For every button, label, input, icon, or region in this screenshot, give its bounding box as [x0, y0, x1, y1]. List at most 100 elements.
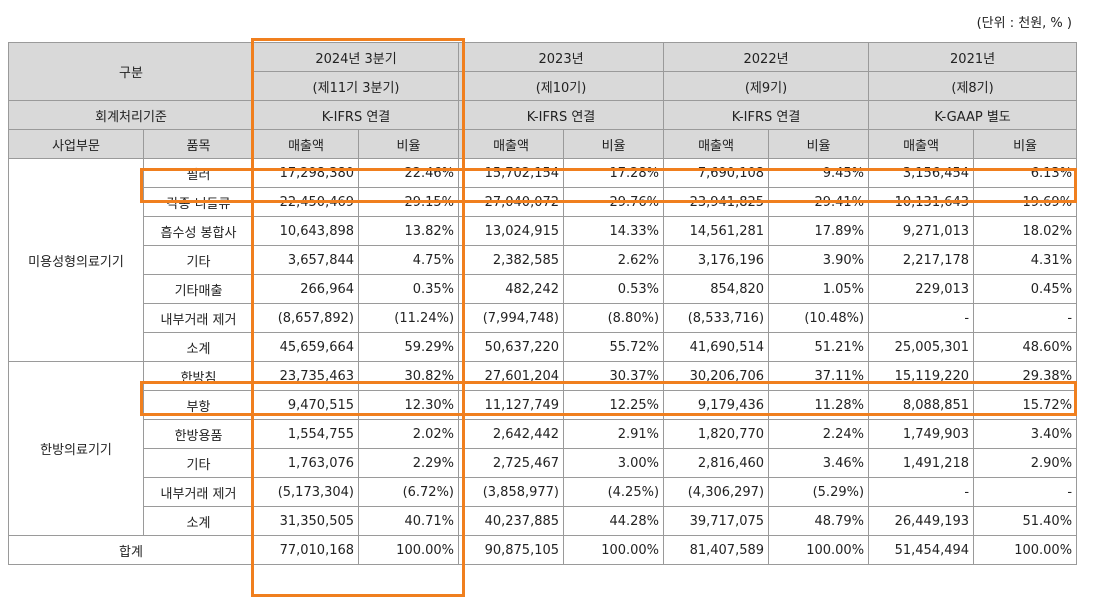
- sales-value: 50,637,220: [458, 332, 565, 362]
- ratio-header: 비율: [768, 129, 870, 159]
- sales-header: 매출액: [458, 129, 565, 159]
- sales-value: 23,941,825: [663, 187, 770, 217]
- table-row: 기타 3,657,844 4.75% 2,382,585 2.62% 3,176,196 3…: [9, 245, 1078, 275]
- sales-value: 1,749,903: [868, 419, 975, 449]
- header-row-year: 구분 2024년 3분기 2023년 2022년 2021년: [7, 42, 1078, 101]
- sales-value: 3,156,454: [868, 158, 975, 188]
- ratio-value: 6.13%: [973, 158, 1078, 188]
- ratio-value: 12.30%: [358, 390, 460, 420]
- ratio-value: 29.76%: [563, 187, 665, 217]
- sales-value: 1,820,770: [663, 419, 770, 449]
- ratio-value: -: [973, 303, 1078, 333]
- table-row: 각종 니들류 22,450,469 29.15% 27,040,072 29.76% 23…: [9, 187, 1078, 217]
- total-ratio-value: 100.00%: [973, 535, 1078, 565]
- division-header: 사업부문: [8, 129, 144, 159]
- header-row-term: (제11기 3분기) (제10기) (제9기) (제8기): [9, 71, 1078, 101]
- table-row: 내부거래 제거 (8,657,892) (11.24%) (7,994,748) (8.…: [9, 303, 1078, 333]
- sales-value: 25,005,301: [868, 332, 975, 362]
- sales-value: 15,119,220: [868, 361, 975, 391]
- table-row: 부항 9,470,515 12.30% 11,127,749 12.25% 9,179,4…: [9, 390, 1078, 420]
- ratio-value: 17.28%: [563, 158, 665, 188]
- period-year-header: 2024년 3분기: [253, 42, 460, 72]
- ratio-value: 2.24%: [768, 419, 870, 449]
- ratio-value: 4.31%: [973, 245, 1078, 275]
- ratio-value: 37.11%: [768, 361, 870, 391]
- ratio-value: (8.80%): [563, 303, 665, 333]
- period-term-header: (제10기): [458, 71, 665, 101]
- ratio-value: (6.72%): [358, 477, 460, 507]
- ratio-value: 12.25%: [563, 390, 665, 420]
- sales-value: 1,554,755: [253, 419, 360, 449]
- accounting-standard: K-IFRS 연결: [458, 100, 665, 130]
- sales-value: 1,763,076: [253, 448, 360, 478]
- sales-value: 2,725,467: [458, 448, 565, 478]
- accounting-standard: K-IFRS 연결: [663, 100, 870, 130]
- ratio-value: 11.28%: [768, 390, 870, 420]
- header-row-columns: 사업부문 품목 매출액 비율 매출액 비율 매출액 비율 매출액 비율: [8, 129, 1078, 159]
- total-ratio-value: 100.00%: [768, 535, 870, 565]
- period-term-header: (제9기): [663, 71, 870, 101]
- ratio-value: 48.79%: [768, 506, 870, 536]
- table-row: 소계 31,350,505 40.71% 40,237,885 44.28% 39,717…: [9, 506, 1078, 536]
- gubun-header: 구분: [7, 42, 255, 101]
- item-name: 기타매출: [142, 274, 255, 304]
- sales-value: 2,217,178: [868, 245, 975, 275]
- sales-value: (4,306,297): [663, 477, 770, 507]
- ratio-value: 15.72%: [973, 390, 1078, 420]
- item-name: 내부거래 제거: [142, 477, 255, 507]
- sales-header: 매출액: [663, 129, 770, 159]
- total-sales-value: 81,407,589: [663, 535, 770, 565]
- item-name: 한방침: [142, 361, 255, 391]
- ratio-value: 14.33%: [563, 216, 665, 246]
- ratio-value: (11.24%): [358, 303, 460, 333]
- ratio-value: 48.60%: [973, 332, 1078, 362]
- total-sales-value: 51,454,494: [868, 535, 975, 565]
- ratio-value: 3.46%: [768, 448, 870, 478]
- sales-value: 45,659,664: [253, 332, 360, 362]
- accounting-standard: K-GAAP 별도: [868, 100, 1078, 130]
- item-name: 필러: [142, 158, 255, 188]
- item-name: 소계: [142, 506, 255, 536]
- item-name: 각종 니들류: [142, 187, 255, 217]
- ratio-value: 3.00%: [563, 448, 665, 478]
- ratio-value: 9.45%: [768, 158, 870, 188]
- table-row: 흡수성 봉합사 10,643,898 13.82% 13,024,915 14.33% 1…: [9, 216, 1078, 246]
- ratio-value: 1.05%: [768, 274, 870, 304]
- sales-value: (7,994,748): [458, 303, 565, 333]
- sales-value: 3,176,196: [663, 245, 770, 275]
- ratio-value: 0.45%: [973, 274, 1078, 304]
- table-row: 기타 1,763,076 2.29% 2,725,467 3.00% 2,816,460 3…: [9, 448, 1078, 478]
- ratio-value: 0.35%: [358, 274, 460, 304]
- total-sales-value: 77,010,168: [253, 535, 360, 565]
- period-year-header: 2022년: [663, 42, 870, 72]
- sales-value: (3,858,977): [458, 477, 565, 507]
- table-row: 내부거래 제거 (5,173,304) (6.72%) (3,858,977) (4.2…: [9, 477, 1078, 507]
- sales-header: 매출액: [253, 129, 360, 159]
- ratio-value: 2.90%: [973, 448, 1078, 478]
- sales-value: 30,206,706: [663, 361, 770, 391]
- ratio-value: 2.91%: [563, 419, 665, 449]
- ratio-value: 19.69%: [973, 187, 1078, 217]
- sales-value: 3,657,844: [253, 245, 360, 275]
- ratio-value: (4.25%): [563, 477, 665, 507]
- item-name: 흡수성 봉합사: [142, 216, 255, 246]
- sales-value: -: [868, 477, 975, 507]
- ratio-value: (5.29%): [768, 477, 870, 507]
- ratio-value: 22.46%: [358, 158, 460, 188]
- ratio-value: 59.29%: [358, 332, 460, 362]
- ratio-value: 3.40%: [973, 419, 1078, 449]
- sales-value: 40,237,885: [458, 506, 565, 536]
- sales-value: 10,643,898: [253, 216, 360, 246]
- sales-value: 9,179,436: [663, 390, 770, 420]
- ratio-value: 29.41%: [768, 187, 870, 217]
- item-name: 소계: [142, 332, 255, 362]
- total-ratio-value: 100.00%: [358, 535, 460, 565]
- sales-value: -: [868, 303, 975, 333]
- ratio-value: 30.37%: [563, 361, 665, 391]
- unit-note: (단위 : 천원, % ): [976, 16, 1072, 31]
- item-name: 한방용품: [142, 419, 255, 449]
- ratio-value: 29.15%: [358, 187, 460, 217]
- ratio-value: 2.62%: [563, 245, 665, 275]
- total-sales-value: 90,875,105: [458, 535, 565, 565]
- ratio-value: 4.75%: [358, 245, 460, 275]
